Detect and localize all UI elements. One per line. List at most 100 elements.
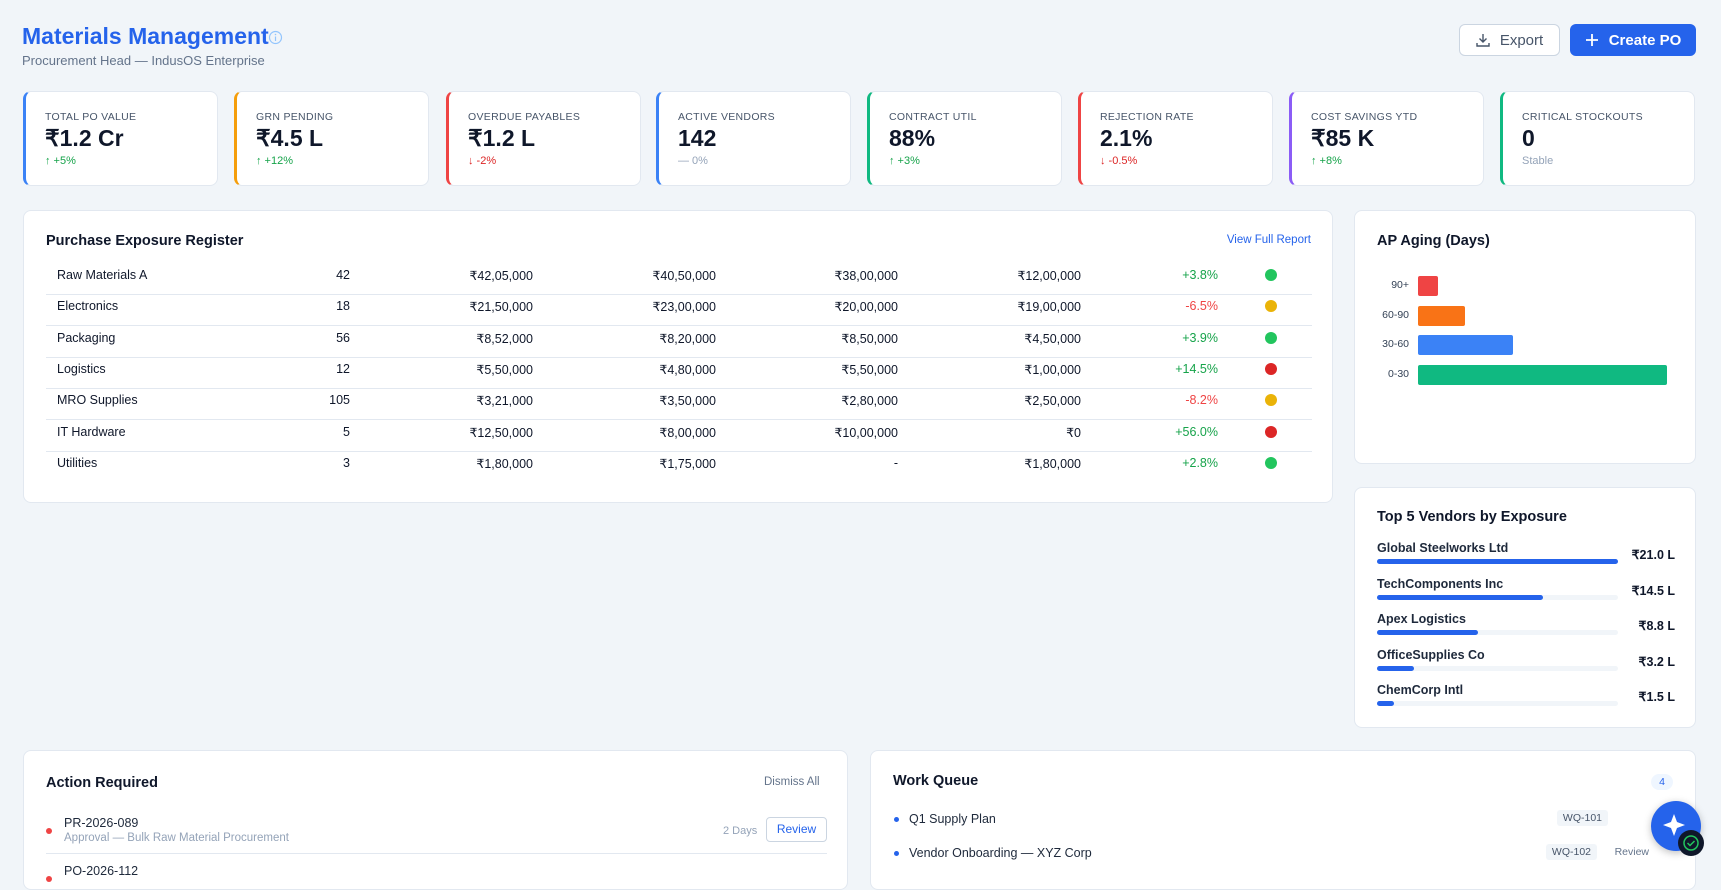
table-cell: 56 bbox=[336, 330, 350, 345]
kpi-label: CRITICAL STOCKOUTS bbox=[1522, 111, 1643, 123]
vendors-panel: Top 5 Vendors by Exposure Global Steelwo… bbox=[1354, 487, 1696, 728]
row-divider bbox=[46, 419, 1312, 421]
vendor-name: Global Steelworks Ltd bbox=[1377, 541, 1509, 555]
dismiss-all[interactable]: Dismiss All bbox=[764, 776, 820, 788]
view-report-link[interactable]: View Full Report bbox=[1226, 234, 1311, 246]
table-cell: ₹1,80,000 bbox=[476, 456, 533, 471]
queue-review[interactable]: Review bbox=[1614, 846, 1649, 858]
table-cell: ₹8,52,000 bbox=[476, 331, 533, 346]
table-cell: +2.8% bbox=[1182, 455, 1218, 470]
table-cell: ₹8,50,000 bbox=[841, 331, 898, 346]
table-cell: 105 bbox=[329, 393, 350, 408]
table-cell: 18 bbox=[336, 299, 350, 314]
table-cell: ₹5,50,000 bbox=[476, 362, 533, 377]
table-cell: ₹38,00,000 bbox=[834, 269, 898, 283]
y-tick-label: 30-60 bbox=[1382, 338, 1409, 350]
kpi-value: 2.1% bbox=[1100, 125, 1153, 151]
kpi-trend: ↑ +5% bbox=[45, 155, 76, 167]
table-cell: ₹8,00,000 bbox=[659, 425, 716, 440]
table-cell: ₹42,05,000 bbox=[469, 269, 533, 283]
category-name: Logistics bbox=[57, 361, 106, 376]
info-icon[interactable] bbox=[268, 30, 283, 45]
table-cell: - bbox=[893, 455, 898, 470]
table-cell: ₹21,50,000 bbox=[469, 300, 533, 315]
action-id: PR-2026-089 bbox=[64, 816, 139, 830]
table-cell: ₹3,21,000 bbox=[476, 394, 533, 409]
check-icon bbox=[1683, 835, 1699, 851]
plus-icon bbox=[1585, 34, 1598, 46]
kpi-value: 0 bbox=[1522, 125, 1535, 151]
value-label: ₹3.2 L bbox=[1638, 654, 1675, 669]
value-label: ₹1.5 L bbox=[1638, 690, 1675, 704]
action-title: Action Required bbox=[46, 775, 158, 791]
table-cell: ₹2,80,000 bbox=[841, 394, 898, 409]
vendor-name: TechComponents Inc bbox=[1377, 576, 1504, 591]
kpi-trend: — 0% bbox=[678, 155, 708, 167]
table-cell: ₹0 bbox=[1066, 425, 1081, 440]
register-panel: Purchase Exposure Register View Full Rep… bbox=[23, 210, 1333, 503]
vendor-name: Apex Logistics bbox=[1377, 612, 1466, 626]
kpi-label: OVERDUE PAYABLES bbox=[468, 111, 581, 123]
table-cell: ₹10,00,000 bbox=[834, 425, 898, 440]
create-po-label: Create PO bbox=[1608, 31, 1682, 49]
bar-track bbox=[1377, 630, 1618, 635]
value-label: ₹21.0 L bbox=[1631, 548, 1675, 562]
bar bbox=[1377, 630, 1478, 635]
kpi-label: CONTRACT UTIL bbox=[889, 111, 977, 123]
bar-track bbox=[1377, 665, 1618, 671]
kpi-value: 88% bbox=[889, 125, 936, 151]
kpi-card: GRN PENDING ₹4.5 L ↑ +12% bbox=[234, 91, 429, 186]
register-title: Purchase Exposure Register bbox=[46, 233, 244, 249]
table-cell: ₹2,50,000 bbox=[1024, 394, 1081, 409]
review-button[interactable]: Review bbox=[766, 817, 827, 842]
kpi-value: 142 bbox=[678, 125, 717, 151]
kpi-trend: ↑ +8% bbox=[1311, 155, 1342, 167]
table-cell: +56.0% bbox=[1175, 424, 1218, 439]
export-button[interactable]: Export bbox=[1459, 24, 1560, 56]
bar bbox=[1377, 701, 1395, 706]
kpi-value: ₹1.2 L bbox=[468, 125, 536, 151]
row-divider bbox=[46, 325, 1312, 327]
create-po-button[interactable]: Create PO bbox=[1570, 24, 1696, 56]
status-dot bbox=[1265, 394, 1277, 407]
kpi-trend: ↑ +3% bbox=[889, 155, 920, 167]
page-title: Materials Management bbox=[22, 23, 269, 49]
kpi-trend: ↑ +12% bbox=[256, 155, 293, 167]
kpi-label: ACTIVE VENDORS bbox=[678, 111, 775, 123]
value-label: ₹8.8 L bbox=[1638, 619, 1675, 633]
work-queue-title: Work Queue bbox=[893, 773, 979, 789]
row-divider bbox=[46, 387, 1312, 389]
kpi-value: ₹1.2 Cr bbox=[45, 125, 124, 151]
kpi-card: COST SAVINGS YTD ₹85 K ↑ +8% bbox=[1289, 91, 1484, 186]
table-cell: +3.8% bbox=[1182, 268, 1218, 282]
kpi-card: OVERDUE PAYABLES ₹1.2 L ↓ -2% bbox=[446, 91, 641, 186]
kpi-card: CRITICAL STOCKOUTS 0 Stable bbox=[1500, 91, 1695, 186]
category-name: Raw Materials A bbox=[57, 268, 148, 282]
queue-item: Vendor Onboarding — XYZ Corp bbox=[909, 846, 1092, 860]
vendor-name: OfficeSupplies Co bbox=[1377, 647, 1485, 662]
table-cell: ₹4,50,000 bbox=[1024, 331, 1081, 346]
table-cell: 42 bbox=[336, 268, 350, 282]
row-divider bbox=[46, 450, 1312, 452]
table-cell: -8.2% bbox=[1185, 393, 1218, 408]
row-divider bbox=[46, 853, 827, 854]
category-name: Packaging bbox=[57, 330, 116, 345]
sparkle-icon bbox=[1663, 814, 1685, 836]
kpi-label: TOTAL PO VALUE bbox=[45, 111, 137, 123]
page-subtitle: Procurement Head — IndusOS Enterprise bbox=[22, 53, 265, 68]
y-tick-label: 90+ bbox=[1391, 279, 1409, 291]
kpi-card: ACTIVE VENDORS 142 — 0% bbox=[656, 91, 851, 186]
category-name: Utilities bbox=[57, 455, 98, 470]
table-cell: +3.9% bbox=[1182, 330, 1218, 345]
table-cell: ₹3,50,000 bbox=[659, 394, 716, 409]
table-cell: ₹23,00,000 bbox=[652, 300, 716, 315]
bar bbox=[1418, 364, 1667, 385]
kpi-card: REJECTION RATE 2.1% ↓ -0.5% bbox=[1078, 91, 1273, 186]
category-name: MRO Supplies bbox=[57, 393, 138, 408]
row-divider bbox=[46, 356, 1312, 358]
table-cell: 5 bbox=[343, 424, 350, 439]
table-cell: -6.5% bbox=[1185, 299, 1218, 314]
status-dot bbox=[1265, 456, 1277, 469]
ap-aging-panel: AP Aging (Days) 90+ 60-90 30-60 0-30 bbox=[1354, 210, 1696, 464]
y-tick-label: 60-90 bbox=[1382, 308, 1409, 321]
